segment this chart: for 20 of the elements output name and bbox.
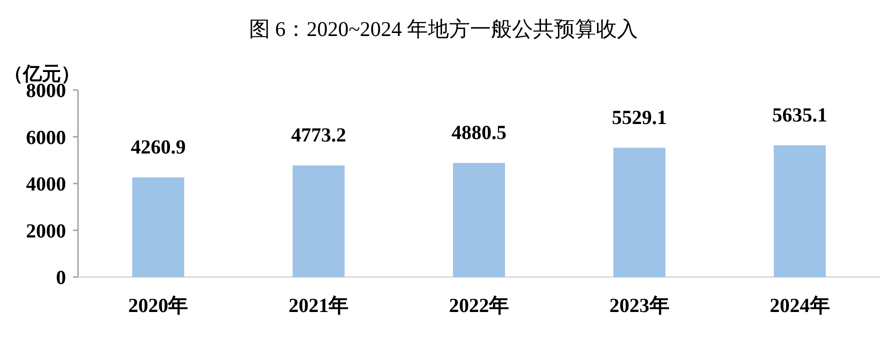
x-tick-label: 2022年 (449, 295, 509, 317)
y-tick-label: 6000 (26, 126, 66, 149)
x-tick-label: 2023年 (609, 295, 670, 317)
chart-title: 图 6：2020~2024 年地方一般公共预算收入 (248, 17, 638, 41)
x-tick-label: 2024年 (770, 295, 830, 317)
bar (292, 165, 345, 277)
x-tick-label: 2020年 (128, 295, 188, 317)
data-label: 4260.9 (130, 136, 186, 158)
x-tick-label: 2021年 (288, 295, 349, 317)
bar (774, 145, 826, 277)
data-label: 5635.1 (772, 104, 828, 126)
data-label: 4773.2 (291, 124, 346, 146)
data-label: 4880.5 (452, 122, 506, 144)
bar (132, 177, 184, 277)
bar (453, 162, 505, 277)
bar (613, 148, 666, 277)
data-label: 5529.1 (612, 106, 667, 129)
y-tick-label: 0 (56, 267, 66, 289)
y-tick-label: 4000 (26, 174, 66, 196)
y-tick-label: 2000 (26, 220, 66, 242)
